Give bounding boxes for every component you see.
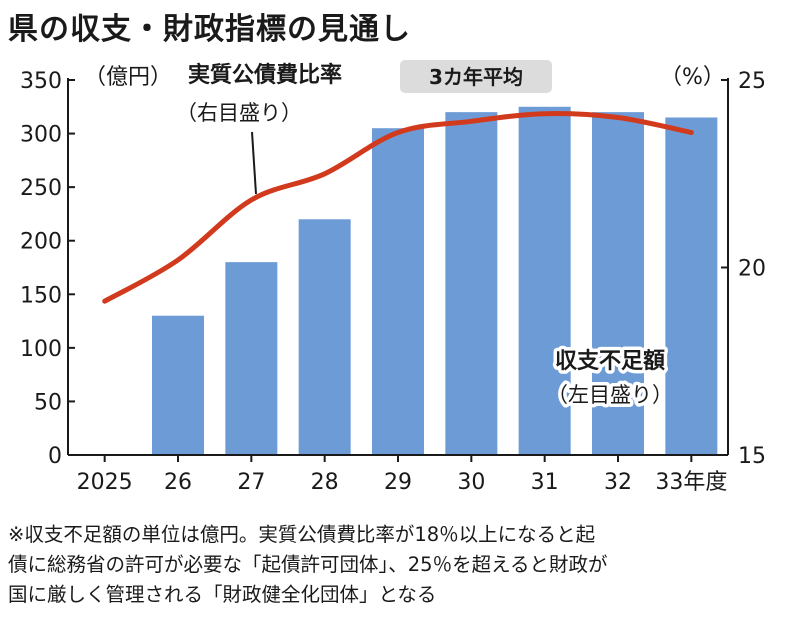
left-tick-label: 50 (34, 390, 62, 415)
bar (372, 128, 424, 455)
bar (225, 262, 278, 455)
bar (445, 112, 498, 456)
bar-series-label: 収支不足額 (555, 348, 665, 374)
bar (518, 106, 571, 456)
footnote: ※収支不足額の単位は億円。実質公債費比率が18％以上になると起 債に総務省の許可… (8, 520, 794, 610)
bar (152, 315, 204, 455)
footnote-line: 債に総務省の許可が必要な「起債許可団体」、25％を超えると財政が (8, 553, 608, 576)
footnote-line: ※収支不足額の単位は億円。実質公債費比率が18％以上になると起 (8, 523, 596, 546)
chart-title: 県の収支・財政指標の見通し (8, 12, 411, 47)
right-tick-label: 25 (738, 69, 766, 94)
x-tick-label: 26 (164, 470, 192, 495)
line-label-leader (251, 131, 257, 195)
x-tick-label: 29 (384, 470, 412, 495)
x-tick-label: 33年度 (655, 470, 727, 495)
x-tick-label: 31 (531, 470, 559, 495)
left-tick-label: 200 (20, 230, 62, 255)
left-tick-label: 350 (20, 69, 62, 94)
left-axis-unit: （億円） (84, 65, 172, 90)
x-tick-label: 30 (457, 470, 485, 495)
right-tick-label: 15 (738, 444, 766, 469)
bar (298, 219, 351, 455)
bar (665, 117, 718, 455)
left-tick-label: 250 (20, 176, 62, 201)
right-axis-unit: （%） (660, 65, 725, 90)
left-tick-label: 0 (48, 444, 62, 469)
x-tick-label: 28 (311, 470, 339, 495)
line-badge: 3カ年平均 (429, 65, 523, 89)
line-axis-note: （右目盛り） (176, 101, 302, 125)
left-tick-label: 100 (20, 337, 62, 362)
footnote-line: 国に厳しく管理される「財政健全化団体」となる (8, 583, 437, 606)
x-tick-label: 27 (237, 470, 265, 495)
ratio-line (102, 111, 694, 304)
x-tick-label: 2025 (77, 470, 133, 495)
x-tick-label: 32 (604, 470, 632, 495)
left-tick-label: 150 (20, 283, 62, 308)
line-badge-bg (400, 60, 552, 93)
bar-axis-note: （左目盛り） (547, 383, 673, 407)
left-tick-label: 300 (20, 123, 62, 148)
right-tick-label: 20 (738, 257, 766, 282)
bar (592, 112, 644, 456)
line-series-label: 実質公債費比率 (188, 62, 342, 88)
